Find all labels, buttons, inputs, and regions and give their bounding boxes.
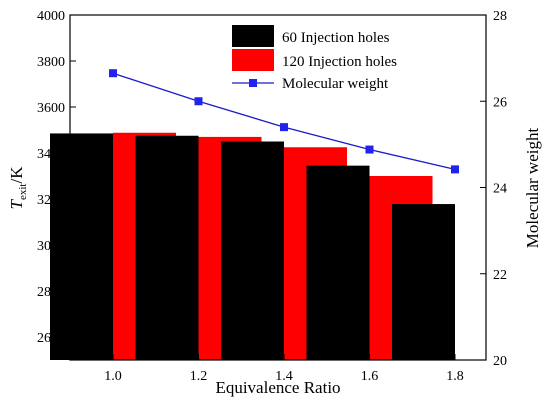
legend-label-molecular-weight: Molecular weight xyxy=(282,76,389,92)
y-left-tick-label: 3600 xyxy=(37,101,65,116)
molecular-weight-marker xyxy=(451,165,459,174)
y-left-tick-label: 3800 xyxy=(37,55,65,70)
bar-60-holes xyxy=(221,141,284,360)
y-left-tick-label: 3400 xyxy=(37,147,65,162)
x-tick-label: 1.0 xyxy=(104,369,122,384)
x-tick-label: 1.4 xyxy=(275,369,293,384)
y-right-tick-label: 24 xyxy=(493,182,507,197)
x-tick-label: 1.6 xyxy=(361,369,379,384)
molecular-weight-marker xyxy=(280,123,288,132)
bar-60-holes xyxy=(50,133,113,360)
y-left-tick-label: 4000 xyxy=(37,9,65,24)
legend-label-60-holes: 60 Injection holes xyxy=(282,30,390,46)
y-left-tick-label: 2600 xyxy=(37,331,65,346)
line-layer xyxy=(109,69,459,174)
bar-60-holes xyxy=(135,135,199,360)
y-left-title-suffix: /K xyxy=(7,166,26,184)
y-left-title-main: T xyxy=(7,198,26,209)
y-left-tick-label: 3200 xyxy=(37,193,65,208)
y-right-tick-label: 20 xyxy=(493,354,507,369)
y-left-tick-label: 2800 xyxy=(37,285,65,300)
legend-label-120-holes: 120 Injection holes xyxy=(282,54,397,70)
molecular-weight-marker xyxy=(109,69,117,78)
y-right-tick-label: 22 xyxy=(493,268,507,283)
legend-swatch-60-holes xyxy=(232,25,274,47)
legend-marker-molecular-weight xyxy=(249,79,257,87)
y-right-tick-label: 26 xyxy=(493,95,507,110)
bar-60-holes xyxy=(392,204,455,360)
y-right-tick-label: 28 xyxy=(493,9,507,24)
molecular-weight-marker xyxy=(365,145,374,154)
y-right-axis-title: Molecular weight xyxy=(523,128,542,249)
x-tick-label: 1.2 xyxy=(190,369,208,384)
bar-60-holes xyxy=(306,165,370,360)
x-tick-label: 1.8 xyxy=(446,369,464,384)
legend: 60 Injection holes 120 Injection holes M… xyxy=(232,25,397,92)
y-left-axis-title: Texit/K xyxy=(7,166,29,210)
molecular-weight-marker xyxy=(194,97,203,106)
y-left-tick-label: 3000 xyxy=(37,239,65,254)
x-axis-title: Equivalence Ratio xyxy=(215,378,340,397)
bars-layer xyxy=(50,132,455,360)
ticks-layer: 2600 2800 3000 3200 3400 3600 3800 4000 20 22 24 26… xyxy=(37,9,507,384)
y-left-title-sub: exit xyxy=(17,184,29,201)
legend-swatch-120-holes xyxy=(232,49,274,71)
